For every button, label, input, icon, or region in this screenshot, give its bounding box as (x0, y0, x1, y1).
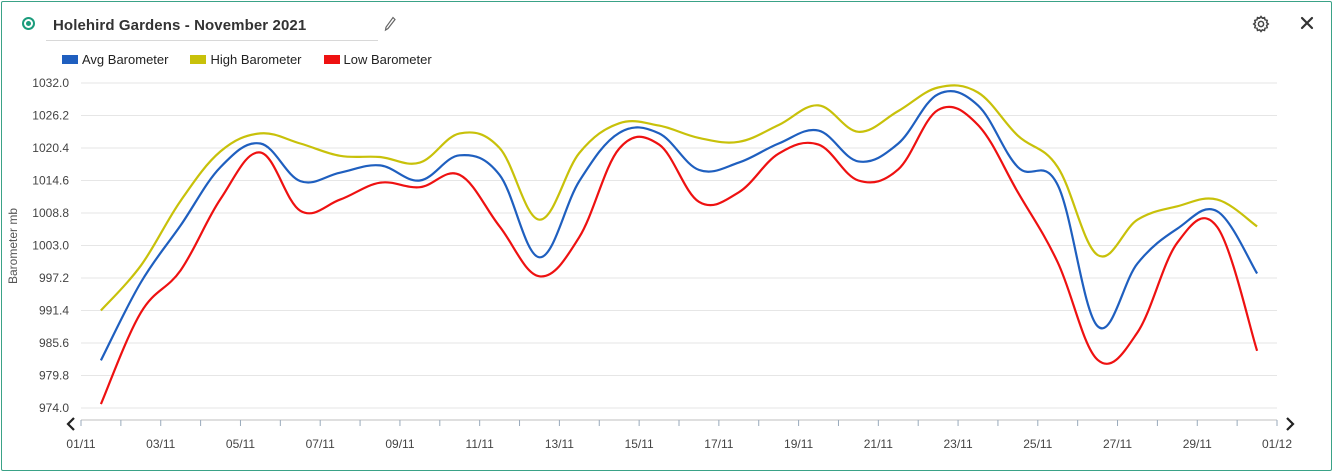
pencil-icon[interactable] (384, 16, 396, 37)
x-tick-label: 21/11 (864, 437, 893, 451)
y-tick-label: 985.6 (39, 336, 69, 350)
legend-swatch-avg (62, 55, 78, 64)
x-tick-label: 11/11 (466, 437, 495, 451)
legend-label-low: Low Barometer (343, 52, 432, 67)
legend-label-high: High Barometer (210, 52, 302, 67)
chart-title[interactable]: Holehird Gardens - November 2021 (53, 17, 307, 34)
y-tick-label: 997.2 (39, 271, 69, 285)
legend-item-high[interactable]: High Barometer (190, 52, 302, 67)
x-axis: 01/11 03/11 05/11 07/11 09/11 11/11 13/11 15/11… (66, 419, 1292, 451)
y-tick-label: 1014.6 (32, 174, 69, 188)
x-tick-label: 17/11 (704, 437, 733, 451)
x-tick-label: 27/11 (1103, 437, 1132, 451)
y-tick-label: 1020.4 (32, 141, 69, 155)
y-tick-label: 1003.0 (32, 239, 69, 253)
series-line-avg-barometer[interactable] (99, 90, 1259, 361)
x-tick-label: 25/11 (1023, 437, 1052, 451)
x-tick-label: 15/11 (625, 437, 654, 451)
legend-item-low[interactable]: Low Barometer (323, 52, 432, 67)
x-tick-label: 09/11 (385, 437, 414, 451)
scroll-left-arrow[interactable] (66, 417, 75, 431)
y-tick-label: 974.0 (39, 401, 69, 415)
y-tick-label: 1032.0 (32, 76, 69, 90)
y-axis-ticks: 1032.0 1026.2 1020.4 1014.6 1008.8 1003.0 997.… (32, 76, 69, 415)
series-line-high-barometer[interactable] (100, 84, 1258, 312)
x-tick-label: 19/11 (784, 437, 813, 451)
series-lines (99, 84, 1259, 405)
x-tick-label: 23/11 (943, 437, 972, 451)
close-icon[interactable] (1300, 16, 1314, 35)
y-tick-label: 991.4 (39, 304, 69, 318)
chart-legend: Avg Barometer High Barometer Low Baromet… (62, 52, 432, 67)
x-tick-label: 13/11 (545, 437, 574, 451)
y-tick-label: 1008.8 (32, 206, 69, 220)
gear-icon[interactable] (1252, 15, 1270, 38)
x-tick-label: 07/11 (306, 437, 335, 451)
legend-swatch-high (190, 55, 207, 64)
status-dot-icon[interactable] (22, 17, 35, 30)
legend-label-avg: Avg Barometer (82, 52, 169, 67)
scroll-right-arrow[interactable] (1286, 417, 1295, 431)
series-line-low-barometer[interactable] (99, 105, 1259, 405)
y-axis-label: Barometer mb (6, 208, 20, 284)
x-tick-label: 01/12 (1262, 437, 1292, 451)
legend-swatch-low (323, 55, 340, 64)
legend-item-avg[interactable]: Avg Barometer (62, 52, 168, 67)
y-tick-label: 979.8 (39, 369, 69, 383)
x-tick-label: 05/11 (226, 437, 255, 451)
y-tick-label: 1026.2 (32, 109, 69, 123)
x-tick-label: 03/11 (146, 437, 175, 451)
grid-lines (81, 82, 1277, 409)
x-tick-label: 29/11 (1183, 437, 1212, 451)
title-underline (46, 40, 378, 41)
x-tick-label: 01/11 (66, 437, 95, 451)
